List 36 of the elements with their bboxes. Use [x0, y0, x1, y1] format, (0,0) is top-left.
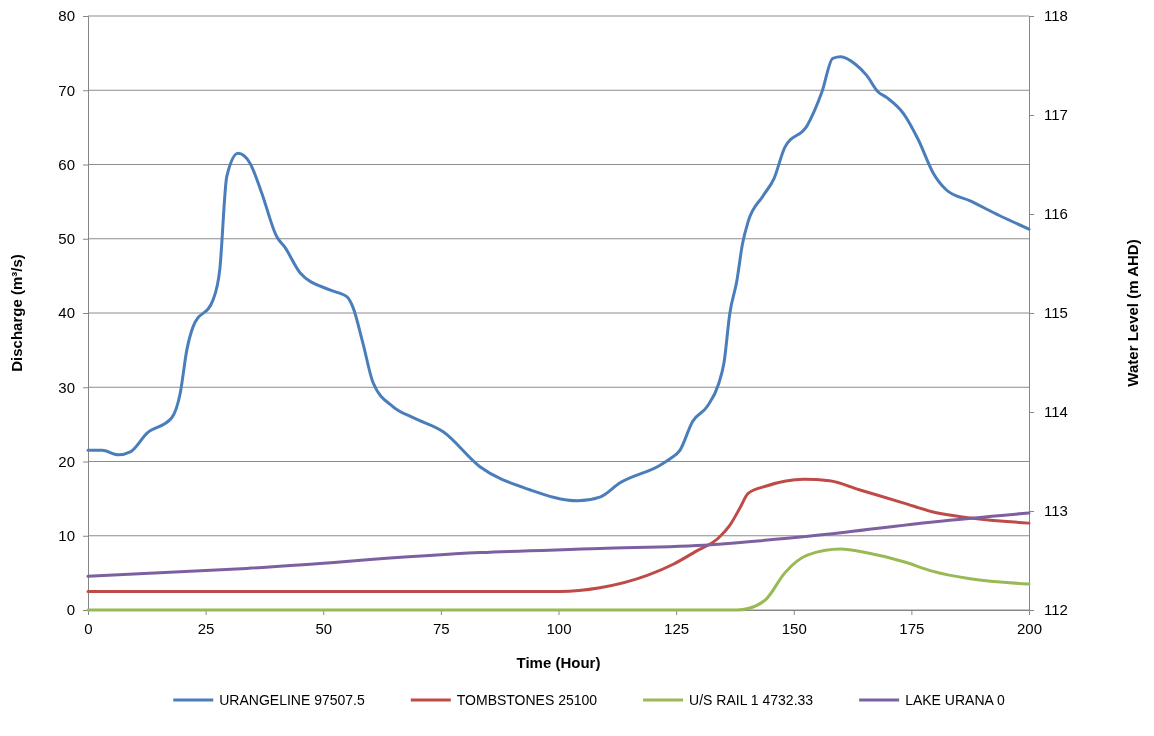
- y2-tick-label: 117: [1044, 106, 1068, 124]
- x-tick-label: 50: [315, 619, 333, 637]
- x-tick-label: 25: [197, 619, 215, 637]
- y-tick-label: 70: [58, 81, 75, 99]
- y2-tick-label: 116: [1044, 205, 1068, 223]
- x-tick-label: 175: [899, 619, 925, 637]
- y-tick-label: 20: [58, 452, 75, 470]
- y-tick-label: 40: [58, 304, 75, 322]
- line-series: [86, 55, 1031, 503]
- legend-label: LAKE URANA 0: [905, 692, 1005, 708]
- y-axis-title: Discharge (m³/s): [8, 254, 25, 372]
- y2-tick-label: 113: [1044, 502, 1068, 520]
- y-tick-label: 80: [58, 7, 75, 25]
- line-series: [86, 547, 1031, 612]
- line-series: [86, 511, 1031, 578]
- legend-label: TOMBSTONES 25100: [456, 692, 598, 708]
- legend-label: U/S RAIL 1 4732.33: [689, 692, 814, 708]
- y-tick-label: 30: [58, 378, 75, 396]
- y2-tick-label: 118: [1044, 7, 1068, 25]
- x-tick-label: 100: [546, 619, 572, 637]
- line-series: [86, 477, 1031, 593]
- x-tick-label: 125: [664, 619, 690, 637]
- y2-axis-title: Water Level (m AHD): [1124, 239, 1141, 387]
- y2-tick-label: 114: [1044, 403, 1068, 421]
- x-tick-label: 75: [433, 619, 450, 637]
- x-axis-title: Time (Hour): [516, 654, 601, 671]
- x-tick-label: 0: [84, 619, 93, 637]
- y2-tick-label: 115: [1044, 304, 1068, 322]
- x-tick-label: 150: [781, 619, 807, 637]
- legend-label: URANGELINE 97507.5: [219, 692, 365, 708]
- x-tick-label: 200: [1016, 619, 1043, 637]
- y2-tick-label: 112: [1044, 601, 1068, 619]
- y-tick-label: 0: [66, 601, 75, 619]
- y-tick-label: 50: [58, 230, 75, 248]
- y-tick-label: 60: [58, 155, 75, 173]
- y-tick-label: 10: [58, 527, 75, 545]
